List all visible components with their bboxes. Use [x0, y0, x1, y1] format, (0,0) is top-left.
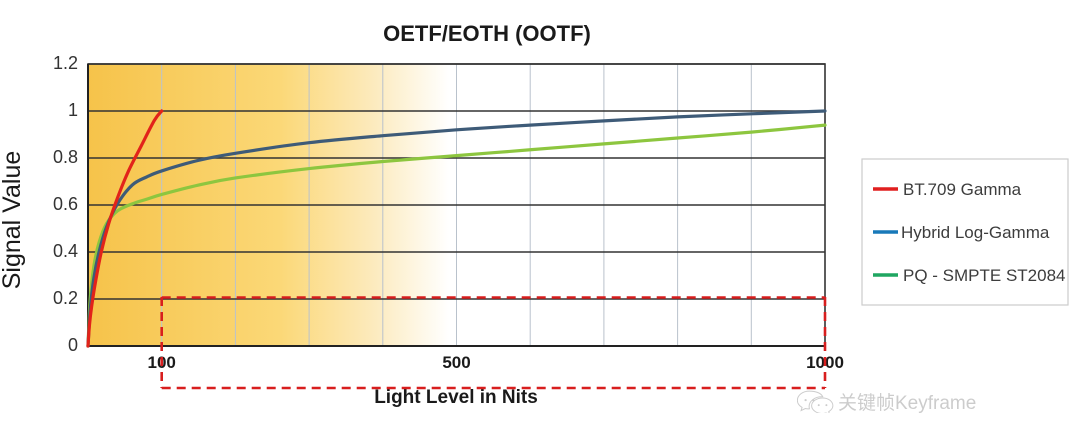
svg-text:0: 0	[68, 335, 78, 355]
svg-text:500: 500	[442, 353, 470, 372]
svg-text:Signal Value: Signal Value	[0, 151, 26, 290]
svg-text:0.6: 0.6	[53, 194, 78, 214]
svg-text:PQ - SMPTE ST2084: PQ - SMPTE ST2084	[903, 266, 1066, 285]
svg-text:Hybrid Log-Gamma: Hybrid Log-Gamma	[901, 223, 1050, 242]
svg-text:1.2: 1.2	[53, 53, 78, 73]
svg-text:0.8: 0.8	[53, 147, 78, 167]
svg-text:0.4: 0.4	[53, 241, 78, 261]
svg-text:1: 1	[68, 100, 78, 120]
svg-text:Light Level in Nits: Light Level in Nits	[374, 387, 538, 408]
svg-text:OETF/EOTH (OOTF): OETF/EOTH (OOTF)	[383, 21, 591, 46]
svg-text:0.2: 0.2	[53, 288, 78, 308]
svg-text:BT.709 Gamma: BT.709 Gamma	[903, 180, 1022, 199]
